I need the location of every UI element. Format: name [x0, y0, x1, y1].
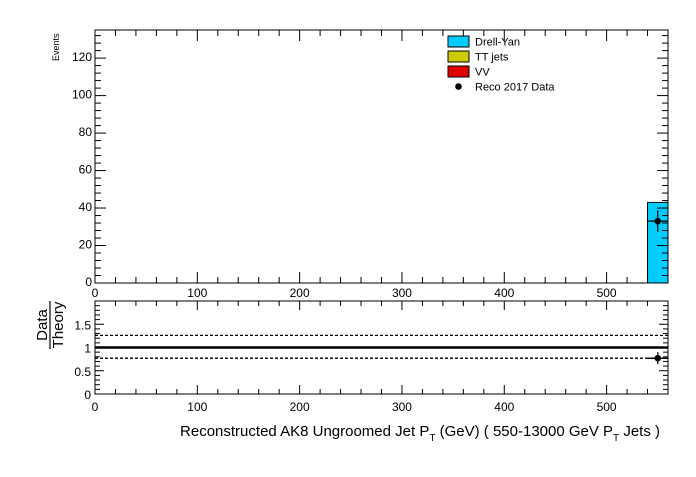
main-y-tick-label: 100 [72, 88, 92, 102]
legend-label-0: Drell-Yan [475, 37, 520, 49]
main-x-tick-label: 300 [392, 286, 412, 300]
data-point-marker [654, 217, 662, 225]
ratio-x-tick-label: 200 [290, 400, 310, 414]
main-y-tick-label: 80 [79, 125, 93, 139]
ratio-x-tick-label: 500 [597, 400, 617, 414]
main-y-tick-label: 120 [72, 50, 92, 64]
ratio-y-tick-label: 0.5 [74, 365, 91, 379]
main-x-tick-label: 400 [494, 286, 514, 300]
ratio-y-tick-label: 1 [84, 342, 91, 356]
main-data-points [647, 210, 668, 232]
x-axis-title-sub1: T [429, 433, 435, 444]
legend-label-3: Reco 2017 Data [475, 82, 555, 94]
legend: Drell-Yan TT jets VV Reco 2017 Data [447, 35, 555, 94]
legend-label-2: VV [475, 67, 490, 79]
main-x-tick-label: 100 [187, 286, 207, 300]
x-axis-title-mid: (GeV) ( 550-13000 GeV P [435, 423, 613, 440]
ratio-point-marker [654, 354, 662, 362]
main-y-tick-label: 60 [79, 163, 93, 177]
ratio-x-tick-label: 300 [392, 400, 412, 414]
main-x-axis: 0 100 200 300 400 500 [92, 30, 669, 300]
ratio-x-tick-label: 100 [187, 400, 207, 414]
ratio-data-points [647, 352, 668, 365]
main-y-tick-label: 20 [79, 238, 93, 252]
x-axis-title-sub2: T [613, 433, 619, 444]
legend-swatch-2 [447, 65, 470, 78]
main-plot-frame [94, 29, 669, 284]
legend-swatch-1 [447, 50, 470, 63]
ratio-numerator-label: Data [34, 309, 51, 341]
main-x-tick-label: 500 [597, 286, 617, 300]
ratio-denominator-label: Theory [50, 301, 67, 348]
ratio-reference-lines [95, 334, 668, 359]
legend-marker-3 [455, 83, 462, 90]
ratio-y-tick-label: 0 [84, 388, 91, 402]
main-y-axis: 0 20 40 60 80 100 120 [72, 35, 668, 289]
ratio-x-tick-label: 0 [92, 400, 99, 414]
legend-label-1: TT jets [475, 52, 509, 64]
ratio-y-axis: 0 0.5 1 1.5 [74, 300, 668, 402]
ratio-y-tick-label: 1.5 [74, 318, 91, 332]
main-x-tick-label: 0 [92, 286, 99, 300]
main-y-axis-title: Events [51, 33, 61, 61]
x-axis-title: Reconstructed AK8 Ungroomed Jet PT (GeV)… [180, 423, 660, 444]
main-x-tick-label: 200 [290, 286, 310, 300]
x-axis-title-main: Reconstructed AK8 Ungroomed Jet P [180, 423, 429, 440]
main-y-tick-label: 0 [85, 275, 92, 289]
ratio-y-axis-title: Data Theory [34, 301, 67, 349]
ratio-x-axis: 0 100 200 300 400 500 [92, 301, 669, 414]
legend-swatch-0 [447, 35, 470, 48]
ratio-x-tick-label: 400 [494, 400, 514, 414]
main-y-tick-label: 40 [79, 200, 93, 214]
ratio-panel: 0 100 200 300 400 500 0 0.5 1 1.5 Data Theory Re… [34, 300, 669, 444]
x-axis-title-end: Jets ) [619, 423, 660, 440]
